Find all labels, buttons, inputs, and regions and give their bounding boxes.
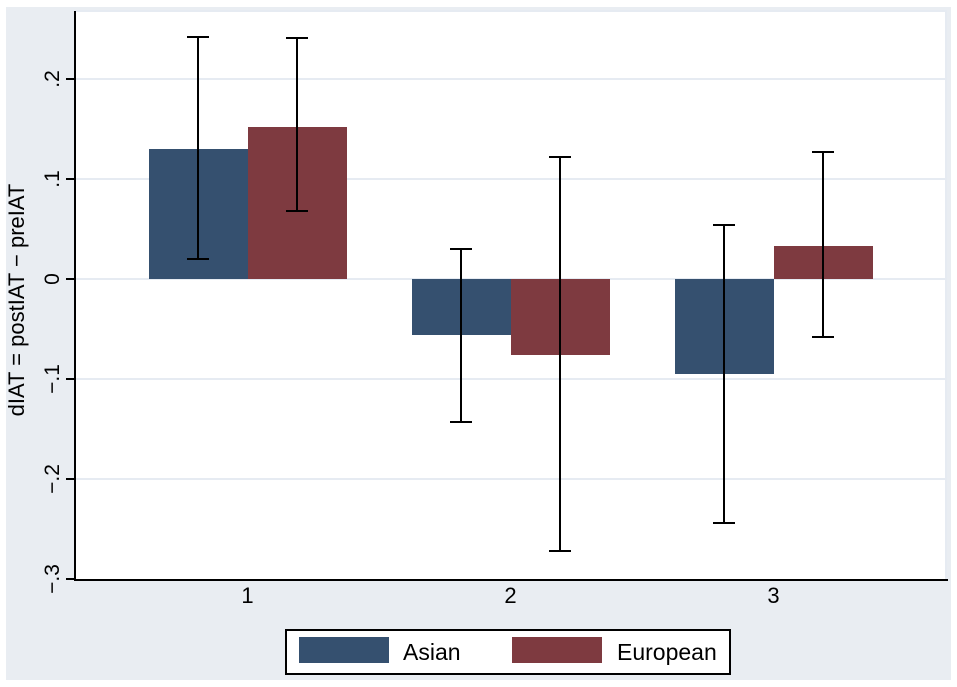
y-axis-line <box>74 11 76 580</box>
x-axis-line <box>74 579 948 581</box>
y-tick-label: −.3 <box>41 563 64 594</box>
errorbar-cap-bottom-asian-3 <box>713 521 735 524</box>
plot-border-top <box>75 10 947 12</box>
x-tick-label-1: 1 <box>241 583 254 608</box>
x-tick-label-2: 2 <box>504 583 517 608</box>
legend-label-european: European <box>617 639 717 665</box>
errorbar-european-2 <box>559 156 561 551</box>
y-tick-mark--0.2 <box>66 477 75 480</box>
errorbar-cap-top-european-3 <box>812 150 834 153</box>
y-tick-mark-0.2 <box>66 77 75 80</box>
errorbar-european-3 <box>822 151 824 337</box>
errorbar-cap-top-asian-3 <box>713 223 735 226</box>
plot-border-right <box>945 11 947 580</box>
y-tick-mark-0 <box>66 277 75 280</box>
y-axis-title: dIAT = postIAT − preIAT <box>4 183 29 417</box>
gridline-y--0.1 <box>75 377 947 380</box>
errorbar-cap-bottom-european-3 <box>812 335 834 338</box>
gridline-y-0.1 <box>75 177 947 180</box>
gridline-y--0.2 <box>75 477 947 480</box>
y-tick-label: .2 <box>41 69 64 88</box>
errorbar-asian-1 <box>197 36 199 259</box>
errorbar-cap-bottom-asian-1 <box>187 257 209 260</box>
legend-label-asian: Asian <box>403 639 461 665</box>
errorbar-asian-3 <box>723 224 725 523</box>
errorbar-cap-top-european-1 <box>286 36 308 39</box>
y-tick-mark-0.1 <box>66 177 75 180</box>
legend-swatch-asian <box>299 637 389 663</box>
errorbar-cap-bottom-european-2 <box>549 549 571 552</box>
errorbar-cap-bottom-asian-2 <box>450 420 472 423</box>
x-tick-label-3: 3 <box>767 583 780 608</box>
errorbar-cap-bottom-european-1 <box>286 209 308 212</box>
y-tick-label: .1 <box>41 169 64 188</box>
legend: Asian European <box>285 629 731 675</box>
y-tick-label: 0 <box>41 272 64 285</box>
y-tick-mark--0.1 <box>66 377 75 380</box>
y-tick-label: −.2 <box>41 463 64 494</box>
y-tick-mark--0.3 <box>66 577 75 580</box>
errorbar-cap-top-european-2 <box>549 155 571 158</box>
errorbar-european-1 <box>296 37 298 211</box>
errorbar-asian-2 <box>460 248 462 422</box>
errorbar-cap-top-asian-1 <box>187 35 209 38</box>
gridline-y-0.2 <box>75 77 947 80</box>
y-tick-label: −.1 <box>41 363 64 394</box>
errorbar-cap-top-asian-2 <box>450 247 472 250</box>
legend-swatch-european <box>512 637 602 663</box>
